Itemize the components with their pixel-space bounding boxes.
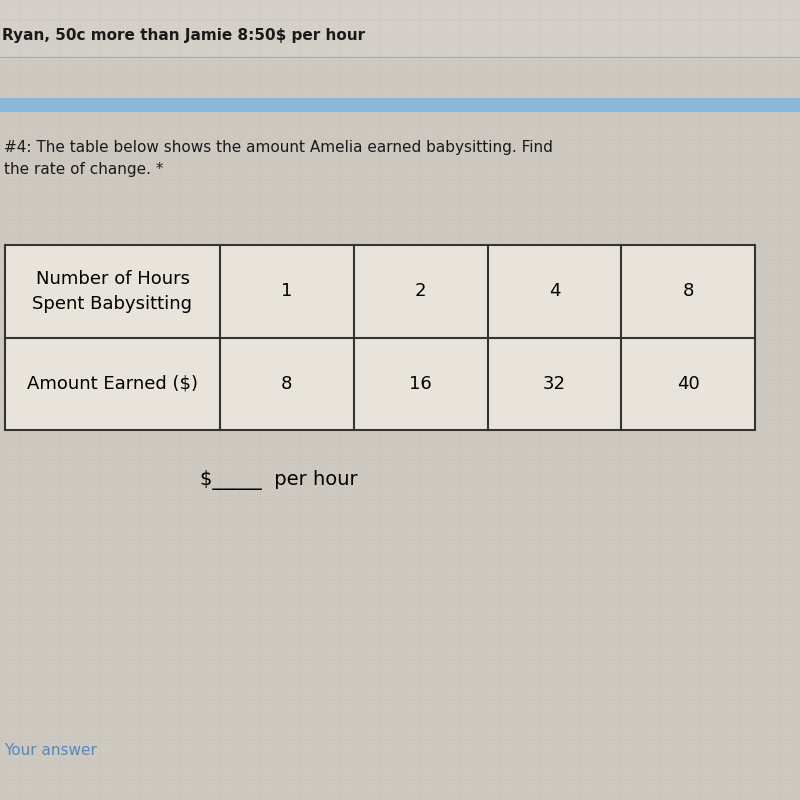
Text: Your answer: Your answer (4, 743, 97, 758)
Bar (5, 245, 755, 430)
Text: 32: 32 (543, 374, 566, 393)
Text: 8: 8 (281, 374, 293, 393)
Bar (0, 98, 800, 112)
Text: 4: 4 (549, 282, 560, 300)
Text: $_____  per hour: $_____ per hour (200, 470, 358, 490)
Text: Number of Hours
Spent Babysitting: Number of Hours Spent Babysitting (33, 270, 193, 313)
Text: 8: 8 (682, 282, 694, 300)
Text: the rate of change. *: the rate of change. * (4, 162, 163, 177)
Text: 40: 40 (677, 374, 699, 393)
Text: Amount Earned ($): Amount Earned ($) (27, 374, 198, 393)
Bar (0, 0, 800, 60)
Text: 16: 16 (410, 374, 432, 393)
Text: #4: The table below shows the amount Amelia earned babysitting. Find: #4: The table below shows the amount Ame… (4, 140, 553, 155)
Text: 2: 2 (415, 282, 426, 300)
Text: 1: 1 (281, 282, 293, 300)
Bar (5, 245, 755, 430)
Text: Ryan, 50c more than Jamie 8:50$ per hour: Ryan, 50c more than Jamie 8:50$ per hour (2, 28, 365, 43)
